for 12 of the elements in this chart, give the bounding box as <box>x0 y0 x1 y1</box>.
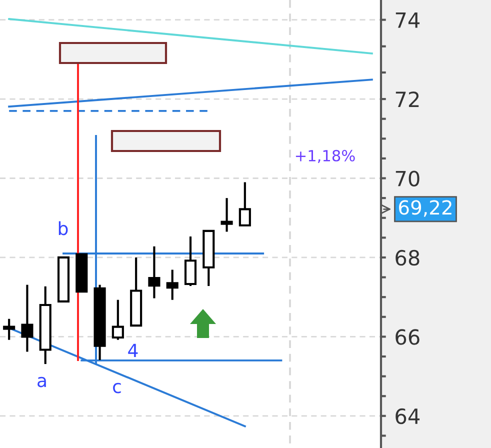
y-tick-label: 72 <box>396 91 419 107</box>
y-tick-label: 70 <box>396 170 420 186</box>
y-tick-label: 68 <box>396 250 420 266</box>
y-tick-label: 74 <box>396 12 420 28</box>
annotation: c <box>113 382 121 394</box>
text: 69,22 <box>399 200 452 217</box>
annotation: a <box>38 376 46 388</box>
annotation: 4 <box>128 344 138 357</box>
annotation: b <box>58 221 68 236</box>
annotation: +1,18% <box>296 150 355 163</box>
y-tick-label: 66 <box>396 329 420 345</box>
y-tick-label: 64 <box>396 408 420 424</box>
